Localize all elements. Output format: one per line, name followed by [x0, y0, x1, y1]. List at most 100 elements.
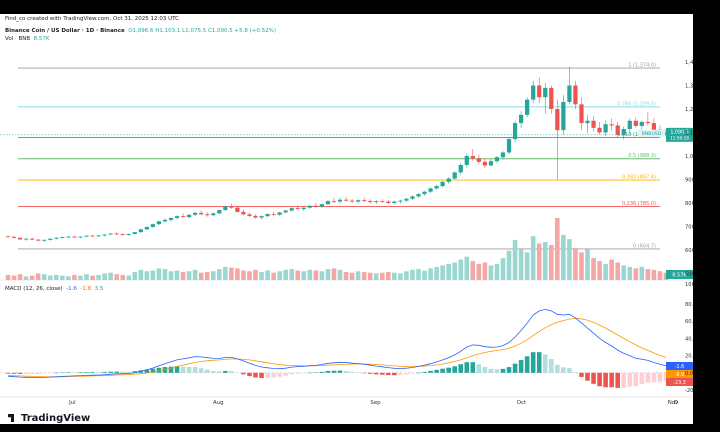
macd-histogram-bar	[253, 372, 258, 378]
macd-histogram-bar	[90, 372, 95, 373]
price-tag-countdown: 11:56:18	[670, 135, 689, 140]
macd-axis-label: 40.0	[685, 336, 693, 342]
macd-histogram-bar	[156, 367, 162, 373]
volume-bar	[60, 275, 65, 280]
candle-body	[398, 200, 403, 202]
fib-label: 0.236 (785.0)	[622, 201, 656, 207]
candle-body	[223, 206, 228, 211]
macd-label: MACD (12, 26, close)	[5, 286, 63, 292]
macd-histogram-bar	[615, 372, 620, 388]
candle-body	[615, 125, 620, 135]
candle-body	[531, 85, 536, 100]
candle-body	[283, 210, 288, 213]
candle-body	[36, 239, 41, 241]
macd-histogram-bar	[283, 372, 288, 376]
volume-bars	[5, 218, 669, 280]
candle-body	[132, 232, 137, 235]
volume-bar	[283, 269, 288, 280]
candle-body	[537, 85, 542, 98]
logo-text: TradingView	[21, 413, 91, 424]
macd-histogram-bar	[41, 372, 47, 374]
candle-body	[585, 120, 590, 124]
tradingview-logo: TradingView	[8, 413, 90, 424]
candle-body	[199, 212, 204, 215]
volume-bar	[464, 256, 470, 280]
candle-body	[174, 216, 180, 219]
volume-bar	[162, 269, 168, 280]
candle-body	[138, 229, 143, 233]
macd-histogram-bar	[404, 372, 409, 375]
volume-bar	[434, 266, 439, 280]
volume-bar	[446, 263, 451, 280]
macd-value-tag	[666, 378, 693, 386]
volume-bar	[120, 274, 126, 280]
candle-body	[277, 212, 282, 215]
candle-body	[180, 216, 186, 218]
macd-line	[7, 309, 673, 379]
candle-body	[555, 109, 560, 131]
macd-histogram-bar	[241, 372, 246, 375]
price-chart[interactable]: 1 (1,374.0)0.786 (1,209.0)0.618 (1,079.2…	[0, 14, 693, 424]
candle-body	[356, 200, 361, 202]
candle-body	[325, 201, 331, 205]
macd-histogram-bar	[72, 372, 77, 373]
volume-bar	[518, 249, 524, 280]
volume-bar	[609, 259, 614, 280]
volume-bar	[488, 265, 494, 280]
macd-histogram-bar	[591, 372, 596, 384]
candle-body	[17, 237, 23, 240]
candle-body	[241, 211, 246, 215]
candle-body	[446, 178, 451, 182]
volume-bar	[11, 275, 17, 280]
macd-histogram-bar	[229, 371, 234, 373]
volume-bar	[319, 271, 325, 280]
macd-histogram-bar	[548, 359, 554, 373]
macd-value-tag	[666, 362, 693, 370]
candle-body	[253, 215, 258, 218]
macd-histogram-bar	[120, 371, 126, 373]
candle-body	[470, 156, 475, 159]
fib-label: 0.5 (988.3)	[628, 153, 656, 159]
volume-bar	[66, 276, 71, 280]
volume-bar	[663, 272, 669, 280]
price-axis-label: 900.0	[685, 178, 693, 184]
volume-bar	[198, 272, 204, 280]
candle-body	[410, 196, 415, 199]
candle-body	[54, 237, 59, 239]
time-axis-label: Aug	[213, 400, 224, 406]
macd-histogram-bar	[349, 371, 355, 373]
macd-histogram-bar	[102, 371, 107, 373]
macd-histogram-bar	[204, 369, 210, 373]
candle-body	[289, 208, 294, 211]
volume-bar	[72, 274, 77, 280]
volume-bar	[295, 270, 301, 280]
candle-body	[247, 214, 252, 216]
candle-body	[24, 238, 29, 240]
macd-histogram-bar	[265, 372, 270, 378]
volume-bar	[367, 272, 373, 280]
volume-bar	[156, 268, 162, 280]
macd-histogram-bar	[573, 372, 578, 373]
macd-histogram-bar	[277, 372, 282, 377]
volume-bar	[41, 274, 47, 280]
candle-body	[205, 214, 210, 216]
fib-label: 0 (604.7)	[633, 243, 656, 249]
macd-histogram-bar	[452, 366, 458, 373]
volume-bar	[506, 250, 512, 280]
volume-bar	[186, 271, 192, 280]
volume-bar	[277, 271, 282, 280]
time-axis-label: Jul	[68, 400, 76, 406]
candle-body	[663, 132, 669, 135]
volume-bar	[500, 258, 506, 280]
candle-body	[633, 120, 638, 126]
macd-histogram-bar	[579, 372, 584, 377]
macd-value-1: -1.6	[66, 286, 77, 292]
volume-bar	[573, 247, 578, 280]
volume-bar	[114, 274, 119, 280]
macd-histogram-bar	[126, 371, 132, 373]
candle-body	[573, 85, 578, 105]
candle-body	[512, 123, 518, 140]
volume-bar	[398, 273, 403, 280]
macd-histogram-bar	[536, 352, 542, 373]
candle-body	[609, 124, 614, 126]
